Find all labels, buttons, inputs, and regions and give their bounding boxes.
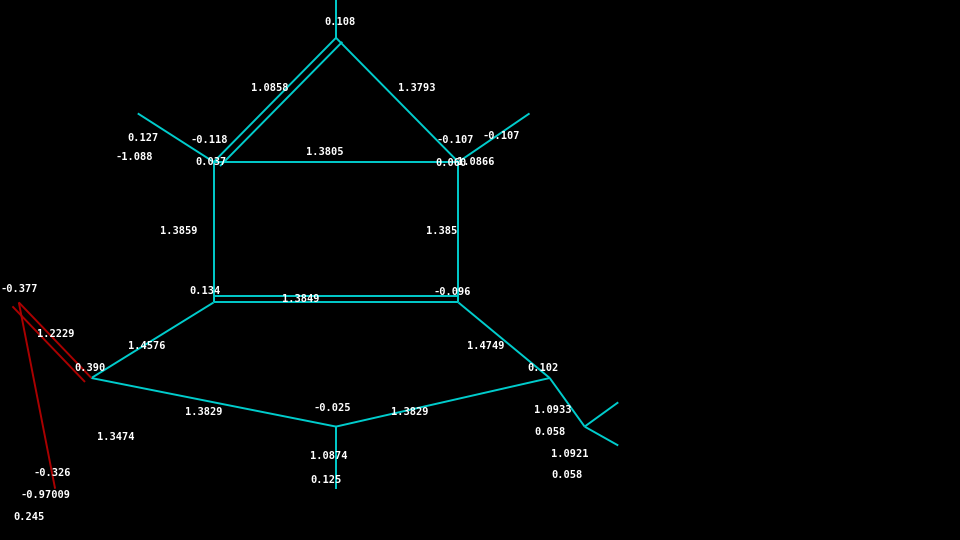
Text: 0.390: 0.390: [74, 363, 106, 373]
Text: 0.127: 0.127: [128, 133, 159, 143]
Text: -0.107: -0.107: [437, 136, 474, 145]
Text: Yarim empirik usulidagi
bog’ uzunligi: Yarim empirik usulidagi bog’ uzunligi: [666, 70, 960, 124]
Text: -0.326: -0.326: [34, 468, 71, 477]
Text: 1.0921: 1.0921: [551, 449, 588, 458]
Text: 1.3849: 1.3849: [282, 294, 320, 303]
Text: 1.0866: 1.0866: [457, 157, 494, 167]
Text: 1.2229: 1.2229: [36, 329, 75, 339]
Text: 0.037: 0.037: [195, 157, 227, 167]
Text: 1.3793: 1.3793: [397, 83, 435, 93]
Text: -0.118: -0.118: [190, 136, 228, 145]
Text: 1.3829: 1.3829: [184, 407, 223, 417]
Text: 1.0874: 1.0874: [310, 451, 348, 461]
Text: Energy=1431.0180 kcal/mol: Energy=1431.0180 kcal/mol: [701, 285, 943, 299]
Text: 1.0858: 1.0858: [251, 83, 288, 93]
Text: 1.0933: 1.0933: [534, 406, 572, 415]
Text: 1.4576: 1.4576: [128, 341, 165, 350]
Text: Gradient=0.086: Gradient=0.086: [701, 317, 836, 331]
Text: Converged=24 cycles  58 points: Converged=24 cycles 58 points: [701, 349, 960, 363]
Text: 1.3474: 1.3474: [98, 433, 135, 442]
Text: 0.245: 0.245: [13, 512, 45, 522]
Text: -0.096: -0.096: [434, 287, 471, 296]
Text: 0.134: 0.134: [189, 286, 221, 295]
Text: 1.3859: 1.3859: [160, 226, 198, 236]
Text: -0.377: -0.377: [0, 284, 37, 294]
Text: 1.385: 1.385: [426, 226, 457, 236]
Text: -0.025: -0.025: [313, 403, 350, 413]
Text: 0.058: 0.058: [534, 427, 565, 437]
Text: 0.102: 0.102: [528, 363, 559, 373]
Text: 1.4749: 1.4749: [467, 341, 505, 350]
Text: -1.088: -1.088: [115, 152, 153, 161]
Text: 1.3805: 1.3805: [305, 147, 344, 157]
Text: -0.107: -0.107: [483, 131, 520, 141]
Text: -0.97009: -0.97009: [20, 490, 70, 500]
Text: 0.125: 0.125: [310, 475, 342, 484]
Text: RM1: RM1: [779, 223, 825, 241]
Text: 0.108: 0.108: [324, 17, 355, 26]
Text: 1.3829: 1.3829: [391, 407, 428, 417]
Text: 0.060: 0.060: [436, 158, 467, 168]
Text: 0.058: 0.058: [551, 470, 583, 480]
